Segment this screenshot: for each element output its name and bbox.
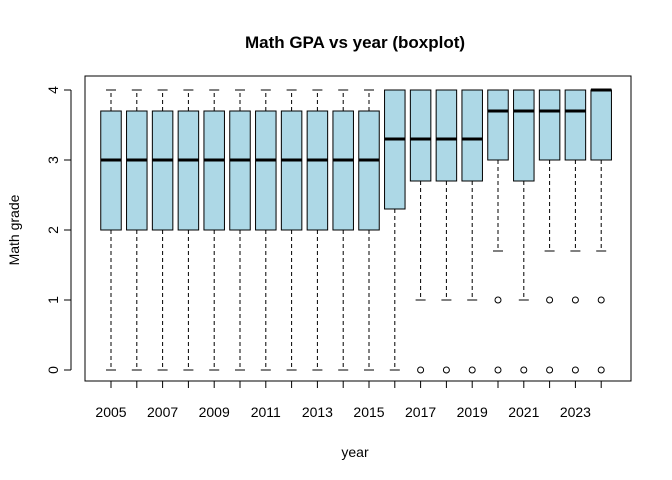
box-iqr: [564, 89, 587, 161]
box-2016: [384, 89, 406, 371]
box-iqr: [590, 89, 612, 161]
outlier-point: [520, 366, 528, 374]
box-2008: [177, 89, 200, 371]
box-2005: [100, 89, 122, 371]
box-2013: [306, 89, 329, 371]
outlier-point: [546, 366, 554, 374]
box-iqr: [409, 89, 432, 182]
box-2024: [590, 88, 612, 374]
box-2017: [409, 89, 432, 374]
x-tick-label: 2007: [147, 404, 178, 420]
outlier-point: [442, 366, 450, 374]
outlier-point: [571, 366, 579, 374]
x-tick-label: 2009: [199, 404, 230, 420]
box-2019: [461, 89, 483, 374]
box-iqr: [384, 89, 406, 210]
x-tick-label: 2017: [405, 404, 436, 420]
plot-area: [100, 88, 612, 374]
box-iqr: [177, 110, 200, 231]
x-axis: 2005 2007 2009 2011 2013 2015 2017 2019 2021 2023: [95, 380, 602, 420]
outlier-point: [494, 366, 502, 374]
x-tick-label: 2019: [457, 404, 488, 420]
box-iqr: [100, 110, 122, 231]
outlier-point: [597, 296, 605, 304]
box-iqr: [306, 110, 329, 231]
box-2007: [151, 89, 174, 371]
outlier-point: [468, 366, 476, 374]
x-tick-label: 2011: [251, 404, 281, 420]
y-tick-label: 1: [45, 296, 61, 304]
box-iqr: [461, 89, 483, 182]
y-axis: 0 1 2 3 4: [45, 86, 72, 374]
box-2006: [126, 89, 148, 371]
box-iqr: [255, 110, 277, 231]
box-2010: [229, 89, 251, 371]
box-2011: [255, 89, 277, 371]
box-iqr: [358, 110, 380, 231]
box-iqr: [538, 89, 561, 161]
outlier-point: [417, 366, 425, 374]
box-iqr: [229, 110, 251, 231]
box-2023: [564, 89, 587, 374]
x-tick-label: 2015: [353, 404, 384, 420]
x-tick-label: 2005: [95, 404, 126, 420]
outlier-point: [494, 296, 502, 304]
box-iqr: [487, 89, 509, 161]
box-iqr: [151, 110, 174, 231]
outlier-point: [546, 296, 554, 304]
y-tick-label: 3: [45, 156, 61, 164]
x-tick-label: 2021: [508, 404, 539, 420]
box-2009: [203, 89, 225, 371]
box-iqr: [513, 89, 535, 182]
box-iqr: [203, 110, 225, 231]
box-iqr: [280, 110, 303, 231]
box-2021: [513, 89, 535, 374]
box-2022: [538, 89, 561, 374]
box-iqr: [435, 89, 458, 182]
box-2015: [358, 89, 380, 371]
box-2014: [332, 89, 354, 371]
outlier-point: [597, 366, 605, 374]
y-tick-label: 0: [45, 366, 61, 374]
y-tick-label: 2: [45, 226, 61, 234]
box-iqr: [126, 110, 148, 231]
x-axis-label: year: [341, 444, 369, 460]
outlier-point: [571, 296, 579, 304]
x-tick-label: 2023: [560, 404, 591, 420]
box-2018: [435, 89, 458, 374]
box-2020: [487, 89, 509, 374]
y-tick-label: 4: [45, 86, 61, 94]
y-axis-label: Math grade: [6, 194, 22, 265]
x-tick-label: 2013: [302, 404, 333, 420]
box-2012: [280, 89, 303, 371]
chart-title: Math GPA vs year (boxplot): [245, 33, 465, 52]
box-iqr: [332, 110, 354, 231]
